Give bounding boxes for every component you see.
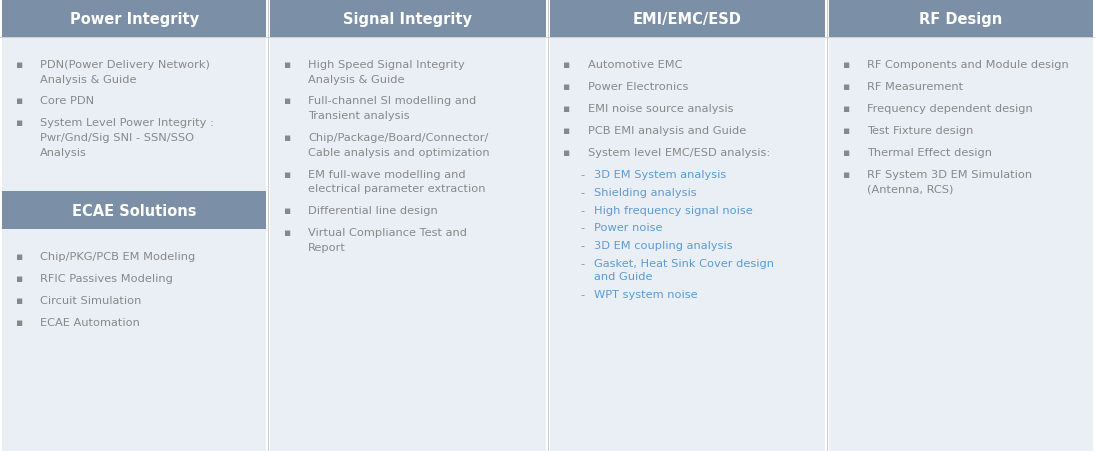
Text: Full-channel SI modelling and: Full-channel SI modelling and [309, 96, 476, 106]
Text: Chip/Package/Board/Connector/: Chip/Package/Board/Connector/ [309, 133, 488, 143]
Text: ▪: ▪ [563, 82, 569, 92]
Text: -: - [580, 258, 585, 268]
Text: EM full-wave modelling and: EM full-wave modelling and [309, 169, 465, 179]
FancyBboxPatch shape [829, 38, 1093, 451]
FancyBboxPatch shape [2, 192, 266, 230]
Text: Analysis & Guide: Analysis & Guide [309, 74, 405, 84]
Text: -: - [580, 170, 585, 179]
Text: ▪: ▪ [842, 126, 849, 136]
Text: Thermal Effect design: Thermal Effect design [867, 147, 992, 158]
Text: Power Electronics: Power Electronics [588, 82, 688, 92]
Text: Automotive EMC: Automotive EMC [588, 60, 682, 70]
Text: System level EMC/ESD analysis:: System level EMC/ESD analysis: [588, 147, 770, 158]
Text: Gasket, Heat Sink Cover design: Gasket, Heat Sink Cover design [593, 258, 773, 268]
Text: Pwr/Gnd/Sig SNI - SSN/SSO: Pwr/Gnd/Sig SNI - SSN/SSO [41, 133, 194, 143]
Text: ▪: ▪ [15, 118, 22, 128]
Text: ▪: ▪ [284, 227, 290, 238]
Text: 3D EM System analysis: 3D EM System analysis [593, 170, 726, 179]
Text: Shielding analysis: Shielding analysis [593, 187, 696, 198]
Text: Virtual Compliance Test and: Virtual Compliance Test and [309, 227, 468, 238]
Text: -: - [580, 289, 585, 299]
Text: WPT system noise: WPT system noise [593, 289, 698, 299]
Text: ▪: ▪ [563, 60, 569, 70]
Text: RF Design: RF Design [919, 11, 1003, 27]
Text: ▪: ▪ [563, 126, 569, 136]
Text: -: - [580, 241, 585, 251]
Text: ▪: ▪ [15, 295, 22, 305]
Text: ▪: ▪ [284, 133, 290, 143]
FancyBboxPatch shape [270, 38, 545, 451]
Text: ▪: ▪ [284, 206, 290, 216]
Text: Report: Report [309, 242, 346, 252]
Text: Differential line design: Differential line design [309, 206, 438, 216]
FancyBboxPatch shape [550, 38, 825, 451]
Text: Core PDN: Core PDN [41, 96, 94, 106]
FancyBboxPatch shape [2, 38, 266, 451]
Text: System Level Power Integrity :: System Level Power Integrity : [41, 118, 214, 128]
Text: Circuit Simulation: Circuit Simulation [41, 295, 141, 305]
Text: ▪: ▪ [15, 60, 22, 70]
Text: RF System 3D EM Simulation: RF System 3D EM Simulation [867, 170, 1031, 179]
Text: Chip/PKG/PCB EM Modeling: Chip/PKG/PCB EM Modeling [41, 252, 195, 262]
Text: Frequency dependent design: Frequency dependent design [867, 104, 1033, 114]
Text: PDN(Power Delivery Network): PDN(Power Delivery Network) [41, 60, 210, 70]
FancyBboxPatch shape [270, 0, 545, 38]
Text: PCB EMI analysis and Guide: PCB EMI analysis and Guide [588, 126, 746, 136]
Text: Power Integrity: Power Integrity [70, 11, 198, 27]
Text: 3D EM coupling analysis: 3D EM coupling analysis [593, 241, 733, 251]
Text: ▪: ▪ [842, 147, 849, 158]
Text: ▪: ▪ [842, 104, 849, 114]
FancyBboxPatch shape [2, 0, 266, 38]
Text: RF Components and Module design: RF Components and Module design [867, 60, 1069, 70]
Text: and Guide: and Guide [593, 272, 652, 281]
Text: ▪: ▪ [284, 96, 290, 106]
Text: ▪: ▪ [15, 318, 22, 327]
Text: Transient analysis: Transient analysis [309, 111, 410, 121]
Text: (Antenna, RCS): (Antenna, RCS) [867, 184, 953, 194]
Text: Signal Integrity: Signal Integrity [344, 11, 472, 27]
FancyBboxPatch shape [829, 0, 1093, 38]
Text: EMI/EMC/ESD: EMI/EMC/ESD [633, 11, 741, 27]
Text: ▪: ▪ [15, 96, 22, 106]
Text: -: - [580, 205, 585, 215]
Text: electrical parameter extraction: electrical parameter extraction [309, 184, 486, 193]
Text: ▪: ▪ [284, 169, 290, 179]
Text: ▪: ▪ [842, 82, 849, 92]
Text: ECAE Automation: ECAE Automation [41, 318, 140, 327]
Text: Test Fixture design: Test Fixture design [867, 126, 973, 136]
Text: ▪: ▪ [563, 147, 569, 158]
Text: High frequency signal noise: High frequency signal noise [593, 205, 752, 215]
Text: High Speed Signal Integrity: High Speed Signal Integrity [309, 60, 465, 70]
Text: ▪: ▪ [15, 273, 22, 284]
Text: ▪: ▪ [563, 104, 569, 114]
Text: Analysis: Analysis [41, 147, 87, 157]
Text: ▪: ▪ [15, 252, 22, 262]
Text: RF Measurement: RF Measurement [867, 82, 963, 92]
Text: Power noise: Power noise [593, 223, 662, 233]
Text: ▪: ▪ [284, 60, 290, 70]
Text: -: - [580, 187, 585, 198]
Text: Cable analysis and optimization: Cable analysis and optimization [309, 147, 489, 157]
FancyBboxPatch shape [550, 0, 825, 38]
Text: Analysis & Guide: Analysis & Guide [41, 74, 137, 84]
Text: ▪: ▪ [842, 60, 849, 70]
Text: RFIC Passives Modeling: RFIC Passives Modeling [41, 273, 173, 284]
Text: ECAE Solutions: ECAE Solutions [72, 203, 196, 218]
Text: EMI noise source analysis: EMI noise source analysis [588, 104, 733, 114]
Text: ▪: ▪ [842, 170, 849, 179]
Text: -: - [580, 223, 585, 233]
